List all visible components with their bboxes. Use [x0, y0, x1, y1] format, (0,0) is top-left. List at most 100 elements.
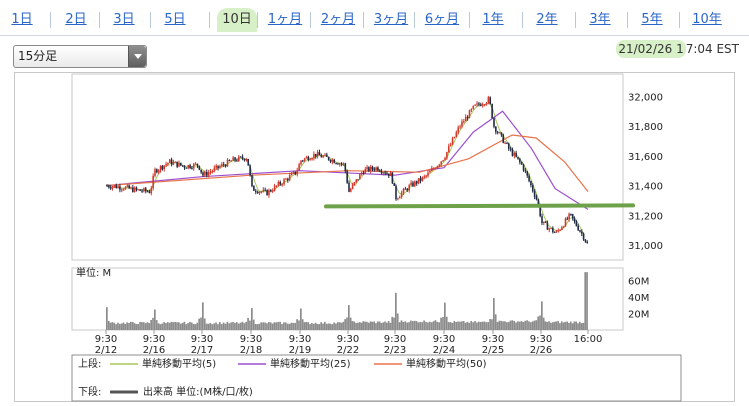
- volume-bar: [498, 320, 501, 330]
- volume-bar: [369, 321, 372, 330]
- volume-bar: [542, 317, 545, 330]
- tab-7[interactable]: 3ヶ月: [373, 12, 409, 27]
- candle-body: [489, 97, 492, 104]
- x-tick-time: 9:30: [289, 334, 311, 345]
- volume-bar: [142, 322, 145, 330]
- volume-bar: [489, 319, 491, 330]
- candle-body: [251, 175, 253, 187]
- candle-body: [485, 102, 488, 105]
- volume-bar: [303, 322, 306, 330]
- candle-body: [111, 186, 114, 189]
- volume-bar: [324, 321, 326, 330]
- candle-body: [528, 175, 530, 182]
- volume-bar: [575, 321, 578, 330]
- tab-3[interactable]: 5日: [164, 12, 186, 27]
- candle-body: [533, 191, 536, 197]
- tab-9[interactable]: 1年: [482, 12, 504, 27]
- volume-bar: [578, 321, 581, 330]
- x-tick-time: 9:30: [191, 334, 213, 345]
- volume-bar: [220, 324, 223, 330]
- candle-body: [366, 167, 368, 170]
- candle-body: [382, 172, 385, 174]
- volume-bar: [402, 321, 405, 330]
- volume-bar: [410, 320, 412, 330]
- candle-body: [552, 227, 554, 233]
- candle-body: [371, 166, 374, 170]
- tab-6[interactable]: 2ヶ月: [320, 12, 356, 27]
- candle-body: [507, 143, 510, 149]
- tab-0[interactable]: 1日: [11, 12, 33, 27]
- interval-select[interactable]: 15分足: [13, 45, 147, 68]
- candle-body: [316, 152, 319, 157]
- tab-4[interactable]: 10日: [217, 8, 257, 32]
- volume-bar: [421, 322, 424, 330]
- price-tick-label: 31,600: [628, 152, 663, 163]
- candle-body: [519, 158, 521, 163]
- tab-2[interactable]: 3日: [113, 12, 135, 27]
- volume-bar: [150, 319, 153, 330]
- volume-bar: [218, 322, 221, 330]
- volume-bar: [266, 323, 268, 330]
- tab-10[interactable]: 2年: [536, 12, 558, 27]
- tab-separator: [414, 12, 415, 28]
- volume-bar: [232, 321, 234, 330]
- volume-bar: [571, 323, 574, 330]
- tab-12[interactable]: 5年: [641, 12, 663, 27]
- volume-bar: [371, 321, 374, 330]
- volume-bar: [411, 321, 414, 330]
- tab-5[interactable]: 1ヶ月: [267, 12, 303, 27]
- volume-bar: [267, 322, 270, 330]
- volume-bar: [380, 323, 383, 330]
- volume-bar: [245, 321, 248, 330]
- candle-body: [205, 171, 208, 176]
- volume-bar: [126, 322, 129, 330]
- volume-bar: [243, 323, 246, 330]
- candle-body: [124, 186, 127, 190]
- candle-body: [573, 218, 576, 222]
- x-tick-date: 2/12: [95, 345, 117, 356]
- volume-bar: [141, 322, 143, 330]
- candle-body: [500, 132, 503, 135]
- volume-bar: [312, 323, 315, 330]
- candle-body: [290, 173, 293, 176]
- x-tick-time: 9:30: [384, 334, 406, 345]
- volume-bar: [548, 321, 550, 330]
- candle-body: [432, 168, 435, 170]
- volume-bar: [468, 322, 471, 330]
- candle-body: [167, 162, 169, 165]
- candle-body: [579, 230, 581, 232]
- volume-bar: [109, 322, 112, 330]
- candle-body: [414, 181, 416, 187]
- volume-bar: [252, 319, 255, 330]
- tab-1[interactable]: 2日: [65, 12, 87, 27]
- volume-bar: [329, 323, 332, 330]
- candle-body: [302, 160, 304, 162]
- volume-bar: [507, 322, 510, 330]
- candle-body: [311, 158, 313, 160]
- candle-body: [476, 103, 478, 105]
- candle-body: [215, 165, 217, 168]
- candle-body: [313, 153, 315, 159]
- volume-bar: [241, 321, 244, 330]
- volume-bar: [133, 323, 136, 330]
- chevron-down-icon[interactable]: [128, 46, 146, 67]
- volume-bar: [181, 322, 184, 330]
- candle-body: [395, 185, 397, 200]
- volume-bar: [144, 323, 147, 330]
- tab-13[interactable]: 10年: [692, 12, 722, 27]
- volume-bar: [476, 322, 478, 330]
- tab-8[interactable]: 6ヶ月: [424, 12, 460, 27]
- volume-bar: [305, 321, 308, 330]
- candle-body: [544, 221, 547, 223]
- volume-bar: [566, 321, 569, 330]
- candle-body: [273, 185, 276, 191]
- tab-11[interactable]: 3年: [589, 12, 611, 27]
- volume-bar: [580, 323, 583, 330]
- volume-bar: [154, 309, 156, 330]
- candle-body: [137, 189, 140, 191]
- candle-body: [174, 161, 177, 163]
- interval-select-value: 15分足: [18, 49, 58, 63]
- volume-bar: [262, 322, 265, 330]
- candle-body: [176, 161, 178, 167]
- volume-bar: [564, 321, 567, 330]
